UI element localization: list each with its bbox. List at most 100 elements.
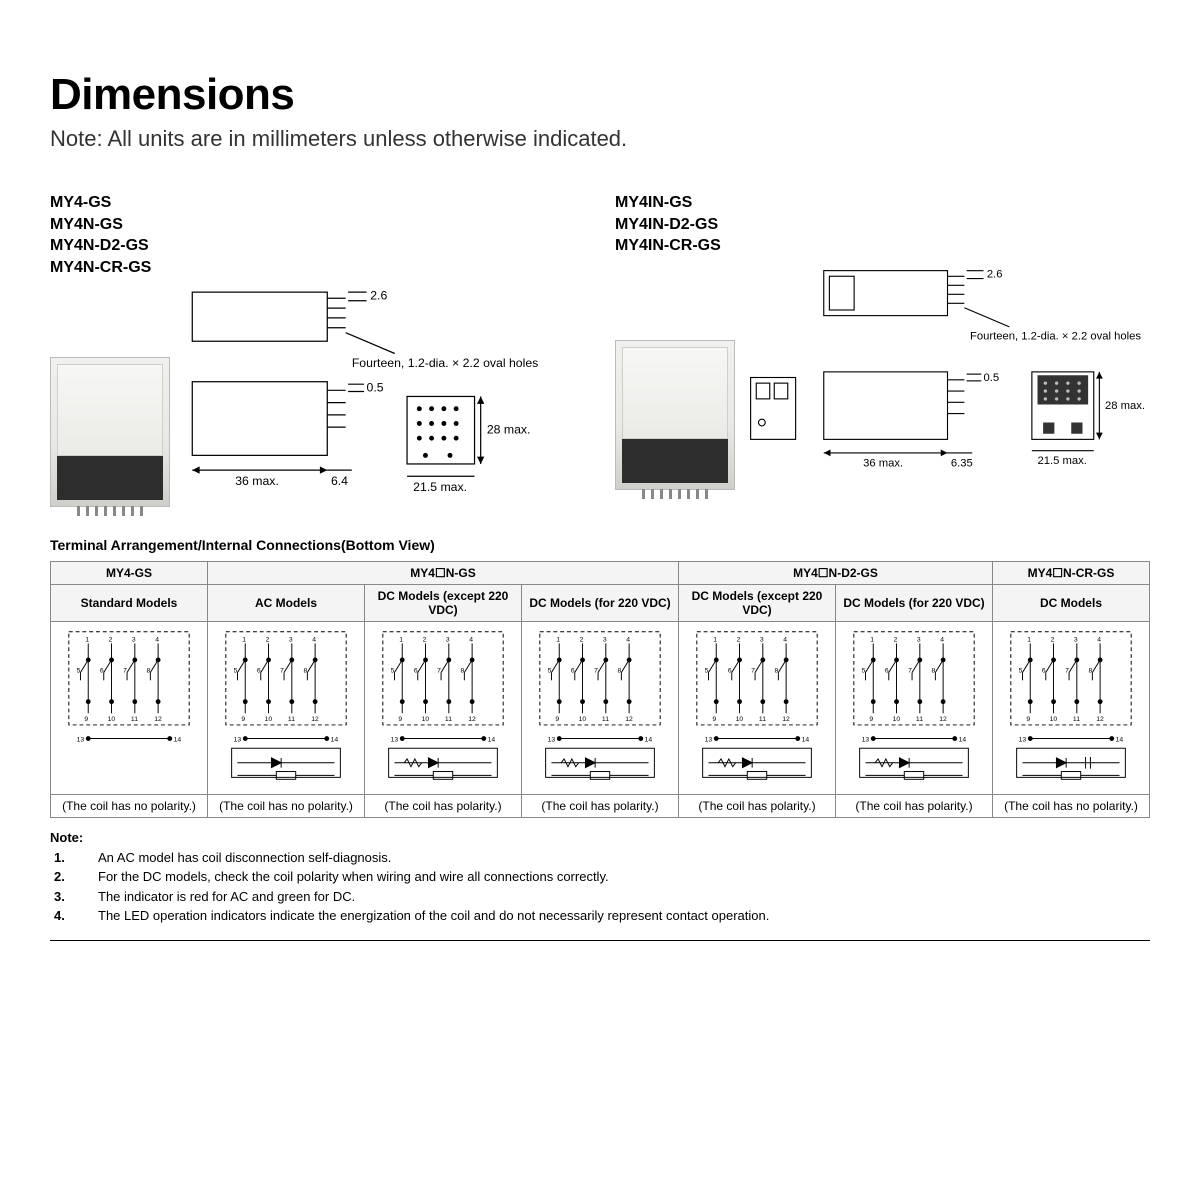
svg-text:13: 13 [1019, 737, 1027, 744]
svg-text:2: 2 [266, 637, 270, 644]
notes-lead: Note: [50, 830, 83, 845]
notes-block: Note: 1.An AC model has coil disconnecti… [50, 828, 1150, 941]
svg-text:3: 3 [760, 637, 764, 644]
schematic-cell: 1592610371148121314 [522, 622, 679, 795]
svg-text:10: 10 [108, 716, 116, 723]
schematic-cell: 1592610371148121314 [679, 622, 836, 795]
svg-text:11: 11 [759, 716, 766, 723]
svg-text:2: 2 [894, 637, 898, 644]
svg-text:14: 14 [174, 737, 182, 744]
svg-text:12: 12 [939, 716, 947, 723]
svg-text:13: 13 [77, 737, 85, 744]
svg-text:2: 2 [423, 637, 427, 644]
svg-text:5: 5 [234, 668, 238, 675]
svg-text:9: 9 [869, 716, 873, 723]
svg-text:3: 3 [917, 637, 921, 644]
svg-text:6: 6 [571, 668, 575, 675]
svg-text:6: 6 [100, 668, 104, 675]
table-sub-row: Standard Models AC Models DC Models (exc… [51, 585, 1150, 622]
polarity-note: (The coil has no polarity.) [993, 795, 1150, 818]
svg-text:13: 13 [234, 737, 242, 744]
svg-text:8: 8 [460, 668, 464, 675]
left-diagram-block: MY4-GS MY4N-GS MY4N-D2-GS MY4N-CR-GS 2.6 [50, 192, 585, 507]
group-header: MY4☐N-D2-GS [679, 562, 993, 585]
svg-text:7: 7 [437, 668, 441, 675]
polarity-row: (The coil has no polarity.) (The coil ha… [51, 795, 1150, 818]
svg-text:1: 1 [870, 637, 874, 644]
svg-text:5: 5 [705, 668, 709, 675]
schematic-cell: 1592610371148121314 [208, 622, 365, 795]
polarity-note: (The coil has polarity.) [522, 795, 679, 818]
svg-text:10: 10 [1050, 716, 1058, 723]
svg-text:4: 4 [155, 637, 159, 644]
svg-text:9: 9 [241, 716, 245, 723]
svg-text:11: 11 [445, 716, 452, 723]
svg-text:21.5 max.: 21.5 max. [413, 480, 467, 494]
svg-text:13: 13 [548, 737, 556, 744]
svg-text:1: 1 [713, 637, 717, 644]
terminal-section-title: Terminal Arrangement/Internal Connection… [50, 537, 1150, 553]
svg-text:14: 14 [645, 737, 653, 744]
model-id: MY4N-GS [50, 214, 585, 236]
svg-text:10: 10 [579, 716, 587, 723]
svg-text:4: 4 [626, 637, 630, 644]
svg-text:28 max.: 28 max. [1105, 400, 1145, 412]
svg-text:5: 5 [391, 668, 395, 675]
sub-header: AC Models [208, 585, 365, 622]
svg-text:7: 7 [751, 668, 755, 675]
svg-text:8: 8 [1088, 668, 1092, 675]
svg-text:5: 5 [77, 668, 81, 675]
svg-text:11: 11 [288, 716, 295, 723]
schematic-cell: 1592610371148121314 [365, 622, 522, 795]
svg-text:7: 7 [594, 668, 598, 675]
svg-text:4: 4 [312, 637, 316, 644]
svg-text:14: 14 [488, 737, 496, 744]
svg-text:2: 2 [109, 637, 113, 644]
svg-text:1: 1 [242, 637, 246, 644]
model-id: MY4N-CR-GS [50, 257, 585, 279]
svg-text:2.6: 2.6 [370, 289, 387, 303]
svg-text:7: 7 [908, 668, 912, 675]
svg-text:12: 12 [154, 716, 162, 723]
sub-header: Standard Models [51, 585, 208, 622]
svg-text:6: 6 [414, 668, 418, 675]
svg-text:2: 2 [737, 637, 741, 644]
svg-text:3: 3 [289, 637, 293, 644]
svg-text:6: 6 [257, 668, 261, 675]
group-header: MY4☐N-CR-GS [993, 562, 1150, 585]
group-header: MY4☐N-GS [208, 562, 679, 585]
polarity-note: (The coil has polarity.) [679, 795, 836, 818]
svg-text:6.35: 6.35 [951, 457, 973, 469]
sub-header: DC Models (except 220 VDC) [365, 585, 522, 622]
svg-text:1: 1 [85, 637, 89, 644]
svg-text:1: 1 [1027, 637, 1031, 644]
right-diagram-block: MY4IN-GS MY4IN-D2-GS MY4IN-CR-GS 2.6 [615, 192, 1150, 507]
svg-text:14: 14 [802, 737, 810, 744]
svg-text:7: 7 [1065, 668, 1069, 675]
model-id: MY4IN-CR-GS [615, 235, 1150, 257]
svg-text:10: 10 [736, 716, 744, 723]
svg-text:13: 13 [391, 737, 399, 744]
polarity-note: (The coil has no polarity.) [208, 795, 365, 818]
sub-header: DC Models [993, 585, 1150, 622]
svg-text:28 max.: 28 max. [487, 423, 531, 437]
model-id: MY4IN-GS [615, 192, 1150, 214]
svg-text:4: 4 [783, 637, 787, 644]
svg-text:Fourteen, 1.2-dia. × 2.2 oval: Fourteen, 1.2-dia. × 2.2 oval holes [970, 330, 1141, 342]
svg-text:12: 12 [311, 716, 319, 723]
units-note: Note: All units are in millimeters unles… [50, 126, 1150, 152]
svg-text:7: 7 [123, 668, 127, 675]
svg-text:5: 5 [862, 668, 866, 675]
polarity-note: (The coil has no polarity.) [51, 795, 208, 818]
svg-text:4: 4 [469, 637, 473, 644]
svg-text:12: 12 [1096, 716, 1104, 723]
svg-text:1: 1 [399, 637, 403, 644]
svg-text:14: 14 [959, 737, 967, 744]
svg-text:1: 1 [556, 637, 560, 644]
note-item: 2.For the DC models, check the coil pola… [98, 867, 1150, 887]
svg-text:13: 13 [862, 737, 870, 744]
note-item: 1.An AC model has coil disconnection sel… [98, 848, 1150, 868]
svg-text:4: 4 [940, 637, 944, 644]
svg-text:9: 9 [398, 716, 402, 723]
table-group-row: MY4-GS MY4☐N-GS MY4☐N-D2-GS MY4☐N-CR-GS [51, 562, 1150, 585]
